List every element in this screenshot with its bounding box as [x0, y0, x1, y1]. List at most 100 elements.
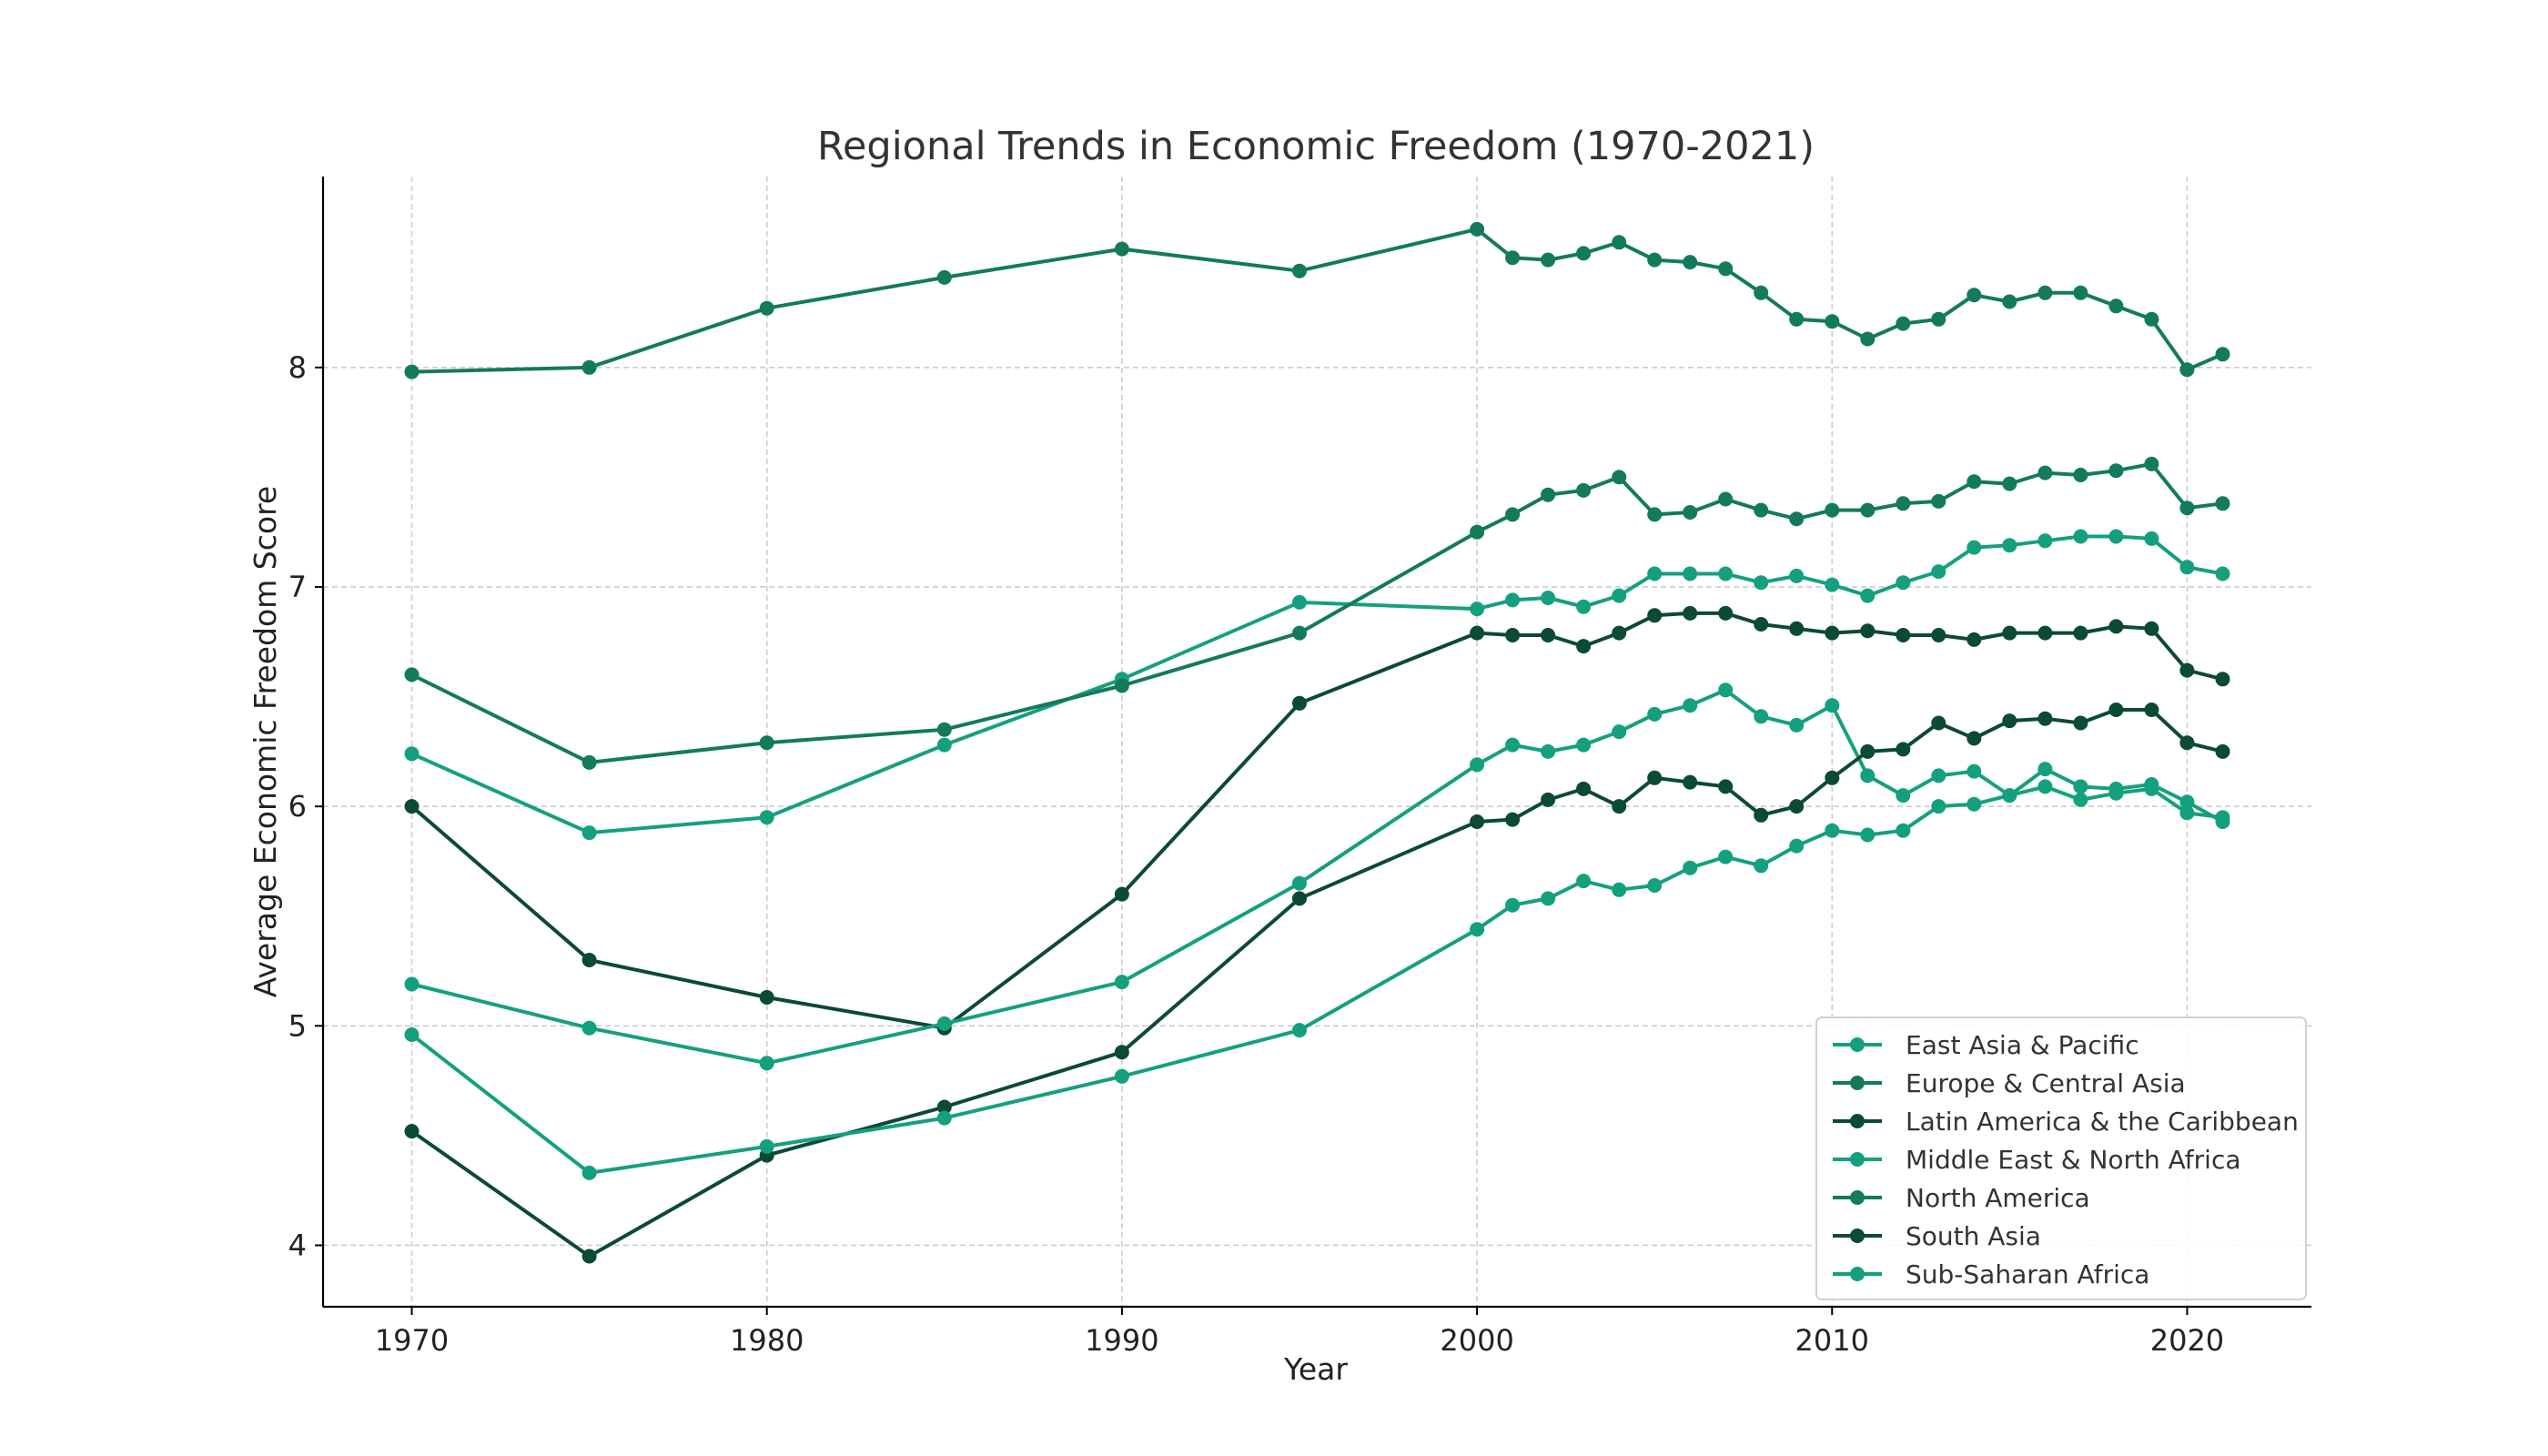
data-point [1931, 715, 1946, 731]
data-point [1789, 511, 1805, 527]
data-point [1505, 507, 1521, 522]
data-point [2037, 762, 2053, 777]
data-point [1789, 621, 1805, 636]
data-point [2037, 465, 2053, 480]
data-point [2037, 285, 2053, 300]
data-point [1754, 709, 1769, 724]
data-point [1896, 823, 1911, 838]
data-point [1576, 246, 1592, 261]
data-point [2144, 531, 2159, 546]
data-point [1576, 737, 1592, 753]
data-point [1789, 568, 1805, 583]
data-point [1647, 706, 1663, 722]
data-point [1931, 768, 1946, 784]
chart-title: Regional Trends in Economic Freedom (197… [817, 124, 1815, 169]
data-point [1718, 566, 1734, 581]
data-point [1505, 897, 1521, 913]
data-point [2073, 285, 2088, 300]
data-point [1612, 882, 1627, 897]
data-point [1825, 823, 1840, 838]
legend-label: Latin America & the Caribbean [1906, 1107, 2299, 1137]
data-point [2073, 792, 2088, 807]
data-point [1541, 891, 1556, 906]
data-point [2108, 619, 2124, 634]
data-point [1931, 493, 1946, 509]
data-point [2179, 794, 2195, 810]
data-point [1470, 814, 1485, 829]
data-point [759, 810, 774, 825]
data-point [581, 754, 597, 770]
data-point [1647, 608, 1663, 623]
y-tick-label: 5 [288, 1008, 307, 1043]
data-point [2179, 560, 2195, 575]
data-point [1505, 812, 1521, 827]
data-point [2002, 476, 2017, 491]
data-point [1967, 632, 1982, 647]
data-point [1754, 575, 1769, 591]
legend-marker [1850, 1076, 1865, 1090]
data-point [1825, 698, 1840, 713]
x-tick-label: 1970 [375, 1323, 449, 1358]
data-point [2144, 456, 2159, 471]
data-point [1860, 743, 1876, 759]
data-point [1683, 698, 1698, 713]
data-point [2002, 788, 2017, 804]
data-point [1114, 241, 1129, 257]
data-point [1576, 599, 1592, 614]
data-point [1683, 255, 1698, 270]
legend-item: South Asia [1833, 1221, 2041, 1251]
data-point [1967, 731, 1982, 746]
data-point [581, 1020, 597, 1036]
data-point [1470, 524, 1485, 540]
data-point [581, 1165, 597, 1180]
data-point [1683, 605, 1698, 621]
data-point [2215, 496, 2230, 511]
data-point [2002, 294, 2017, 309]
data-point [1896, 316, 1911, 331]
data-point [1576, 482, 1592, 498]
data-point [581, 1249, 597, 1264]
data-point [1114, 1068, 1129, 1084]
data-point [1292, 695, 1307, 711]
data-point [1754, 617, 1769, 632]
x-axis-ticks: 1970 1980 1990 2000 2010 2020 [375, 1307, 2224, 1358]
data-point [1967, 288, 1982, 303]
data-point [404, 799, 420, 814]
data-point [2037, 711, 2053, 726]
data-point [404, 667, 420, 682]
data-point [1505, 737, 1521, 753]
data-point [1292, 594, 1307, 610]
legend-marker [1850, 1152, 1865, 1167]
data-point [1541, 591, 1556, 605]
data-point [1576, 781, 1592, 796]
y-tick-label: 8 [288, 350, 307, 385]
legend-item: East Asia & Pacific [1833, 1030, 2139, 1060]
data-point [2215, 566, 2230, 581]
data-point [2037, 625, 2053, 641]
data-point [1647, 878, 1663, 893]
data-point [1931, 799, 1946, 814]
data-point [1754, 858, 1769, 874]
data-point [404, 1124, 420, 1139]
series-line [411, 688, 2224, 1066]
data-point [1718, 779, 1734, 794]
data-point [1896, 742, 1911, 757]
data-point [2108, 785, 2124, 801]
data-point [1860, 502, 1876, 518]
data-point [1292, 891, 1307, 906]
data-point [2073, 529, 2088, 544]
data-point [1114, 1045, 1129, 1060]
data-point [404, 364, 420, 379]
data-point [1647, 770, 1663, 785]
legend-label: Middle East & North Africa [1906, 1145, 2241, 1175]
data-point [2179, 662, 2195, 678]
data-point [2073, 779, 2088, 794]
data-point [2073, 468, 2088, 482]
data-point [1896, 628, 1911, 642]
data-point [2144, 703, 2159, 717]
x-tick-label: 2010 [1795, 1323, 1869, 1358]
data-point [1541, 743, 1556, 759]
data-point [1860, 331, 1876, 347]
data-point [1825, 577, 1840, 592]
series-line [410, 534, 2223, 835]
